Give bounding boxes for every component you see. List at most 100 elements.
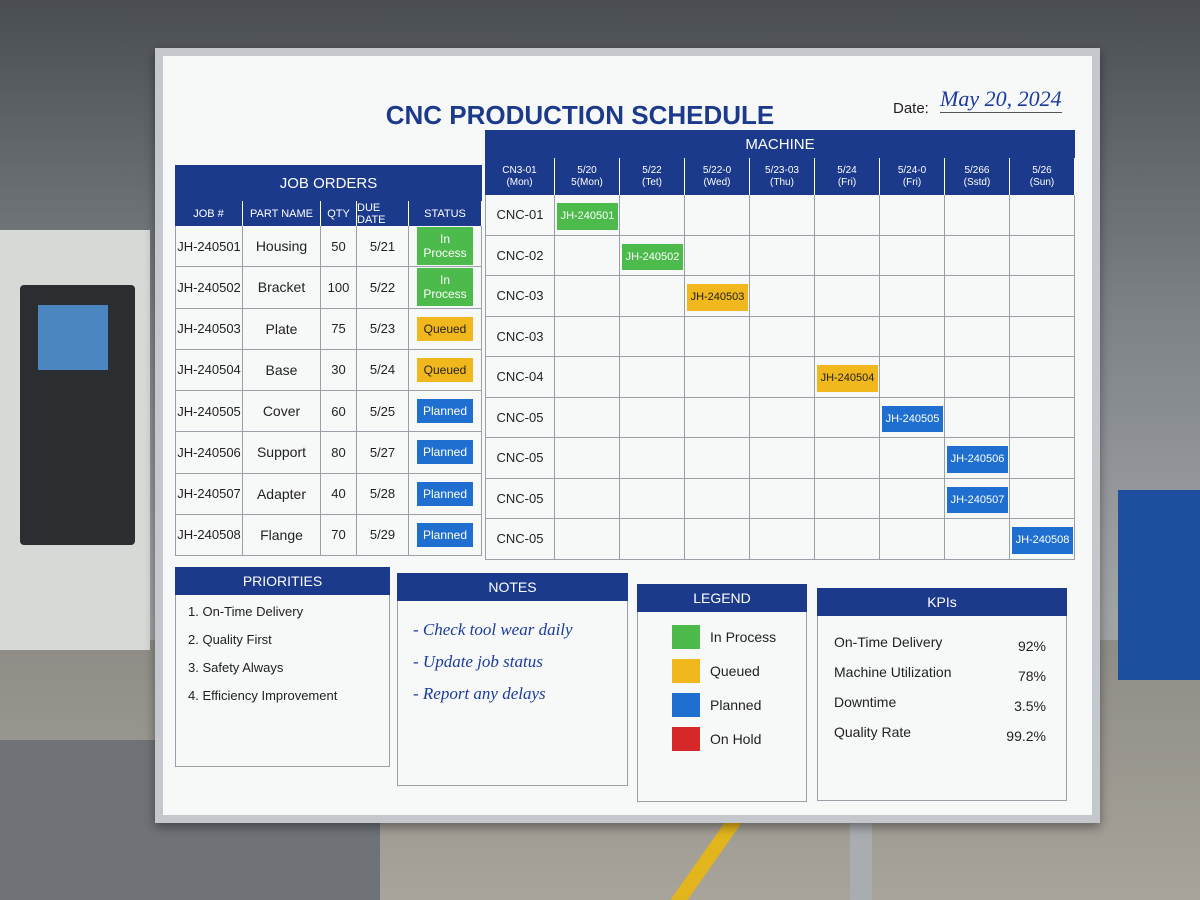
- legend-swatch: [672, 625, 700, 649]
- grid-cell: [750, 195, 815, 236]
- column-header: QTY: [321, 201, 357, 226]
- job-cell: Flange: [243, 514, 321, 556]
- status-cell: Planned: [409, 514, 482, 556]
- job-cell: 50: [321, 226, 357, 268]
- legend-label: On Hold: [710, 731, 762, 747]
- column-header: PART NAME: [243, 201, 321, 226]
- grid-cell: [880, 397, 945, 438]
- job-cell: 5/23: [357, 308, 409, 350]
- job-cell: 5/29: [357, 514, 409, 556]
- job-block: JH-240502: [622, 243, 683, 270]
- job-block: JH-240508: [1012, 527, 1073, 554]
- grid-cell: [620, 478, 685, 519]
- status-badge: Queued: [417, 316, 473, 341]
- job-cell: Cover: [243, 391, 321, 433]
- grid-cell: [815, 519, 880, 560]
- kpi-label: Downtime: [834, 694, 897, 710]
- status-badge: Planned: [417, 481, 473, 506]
- status-badge: In Process: [417, 268, 473, 307]
- grid-cell: [815, 316, 880, 357]
- job-number: JH-240505: [175, 391, 243, 433]
- grid-cell: [945, 478, 1010, 519]
- status-badge: In Process: [417, 227, 473, 266]
- date-header: 5/23-03 (Thu): [750, 158, 815, 195]
- grid-cell: [1010, 357, 1075, 398]
- grid-cell: [880, 478, 945, 519]
- grid-cell: [685, 276, 750, 317]
- grid-cell: [815, 478, 880, 519]
- status-cell: In Process: [409, 226, 482, 268]
- status-cell: Planned: [409, 432, 482, 474]
- job-cell: 60: [321, 391, 357, 433]
- board-title: CNC PRODUCTION SCHEDULE: [385, 100, 775, 130]
- job-cell: Base: [243, 349, 321, 391]
- grid-cell: [620, 316, 685, 357]
- grid-cell: [685, 357, 750, 398]
- grid-cell: [685, 478, 750, 519]
- grid-cell: [620, 195, 685, 236]
- grid-cell: [750, 438, 815, 479]
- job-number: JH-240506: [175, 432, 243, 474]
- machine-name: CNC-03: [485, 276, 555, 317]
- job-cell: 5/24: [357, 349, 409, 391]
- job-block: JH-240505: [882, 405, 943, 432]
- date-header: 5/22 (Tet): [620, 158, 685, 195]
- date-header: 5/26 (Sun): [1010, 158, 1075, 195]
- grid-cell: [945, 235, 1010, 276]
- note-item: - Update job status: [413, 652, 543, 671]
- job-cell: 5/28: [357, 473, 409, 515]
- machine-name: CNC-04: [485, 357, 555, 398]
- column-header: JOB #: [175, 201, 243, 226]
- job-orders-header: JOB ORDERS: [175, 165, 482, 201]
- job-cell: 70: [321, 514, 357, 556]
- machine-name: CNC-02: [485, 235, 555, 276]
- screen: [38, 305, 108, 370]
- grid-cell: [750, 519, 815, 560]
- grid-cell: [620, 235, 685, 276]
- grid-cell: [880, 438, 945, 479]
- kpi-value: 99.2%: [1006, 728, 1046, 744]
- grid-cell: [750, 276, 815, 317]
- grid-cell: [620, 397, 685, 438]
- grid-cell: [880, 235, 945, 276]
- job-number: JH-240504: [175, 349, 243, 391]
- grid-cell: [945, 438, 1010, 479]
- grid-cell: [750, 357, 815, 398]
- status-badge: Planned: [417, 399, 473, 424]
- grid-cell: [555, 316, 620, 357]
- note-item: - Report any delays: [413, 684, 546, 703]
- status-cell: Planned: [409, 391, 482, 433]
- grid-cell: [685, 438, 750, 479]
- machine-name: CNC-01: [485, 195, 555, 236]
- grid-cell: [620, 438, 685, 479]
- grid-cell: [815, 195, 880, 236]
- grid-cell: [555, 519, 620, 560]
- status-badge: Queued: [417, 357, 473, 382]
- grid-cell: [1010, 438, 1075, 479]
- machine-name: CNC-05: [485, 397, 555, 438]
- machine-name: CNC-05: [485, 478, 555, 519]
- grid-cell: [685, 235, 750, 276]
- grid-cell: [555, 438, 620, 479]
- legend-swatch: [672, 693, 700, 717]
- grid-cell: [750, 235, 815, 276]
- legend-label: Queued: [710, 663, 760, 679]
- job-cell: Housing: [243, 226, 321, 268]
- job-cell: Adapter: [243, 473, 321, 515]
- grid-cell: [1010, 276, 1075, 317]
- kpis-header: KPIs: [817, 588, 1067, 616]
- job-number: JH-240503: [175, 308, 243, 350]
- job-block: JH-240506: [947, 446, 1008, 473]
- legend-swatch: [672, 727, 700, 751]
- job-block: JH-240501: [557, 203, 618, 230]
- grid-cell: [945, 276, 1010, 317]
- date: May 20, 2024: [940, 86, 1062, 113]
- grid-cell: [685, 316, 750, 357]
- date-header: 5/22-0 (Wed): [685, 158, 750, 195]
- job-cell: 75: [321, 308, 357, 350]
- grid-cell: [1010, 478, 1075, 519]
- job-number: JH-240508: [175, 514, 243, 556]
- status-badge: Planned: [417, 522, 473, 547]
- cart-right: [1118, 490, 1200, 680]
